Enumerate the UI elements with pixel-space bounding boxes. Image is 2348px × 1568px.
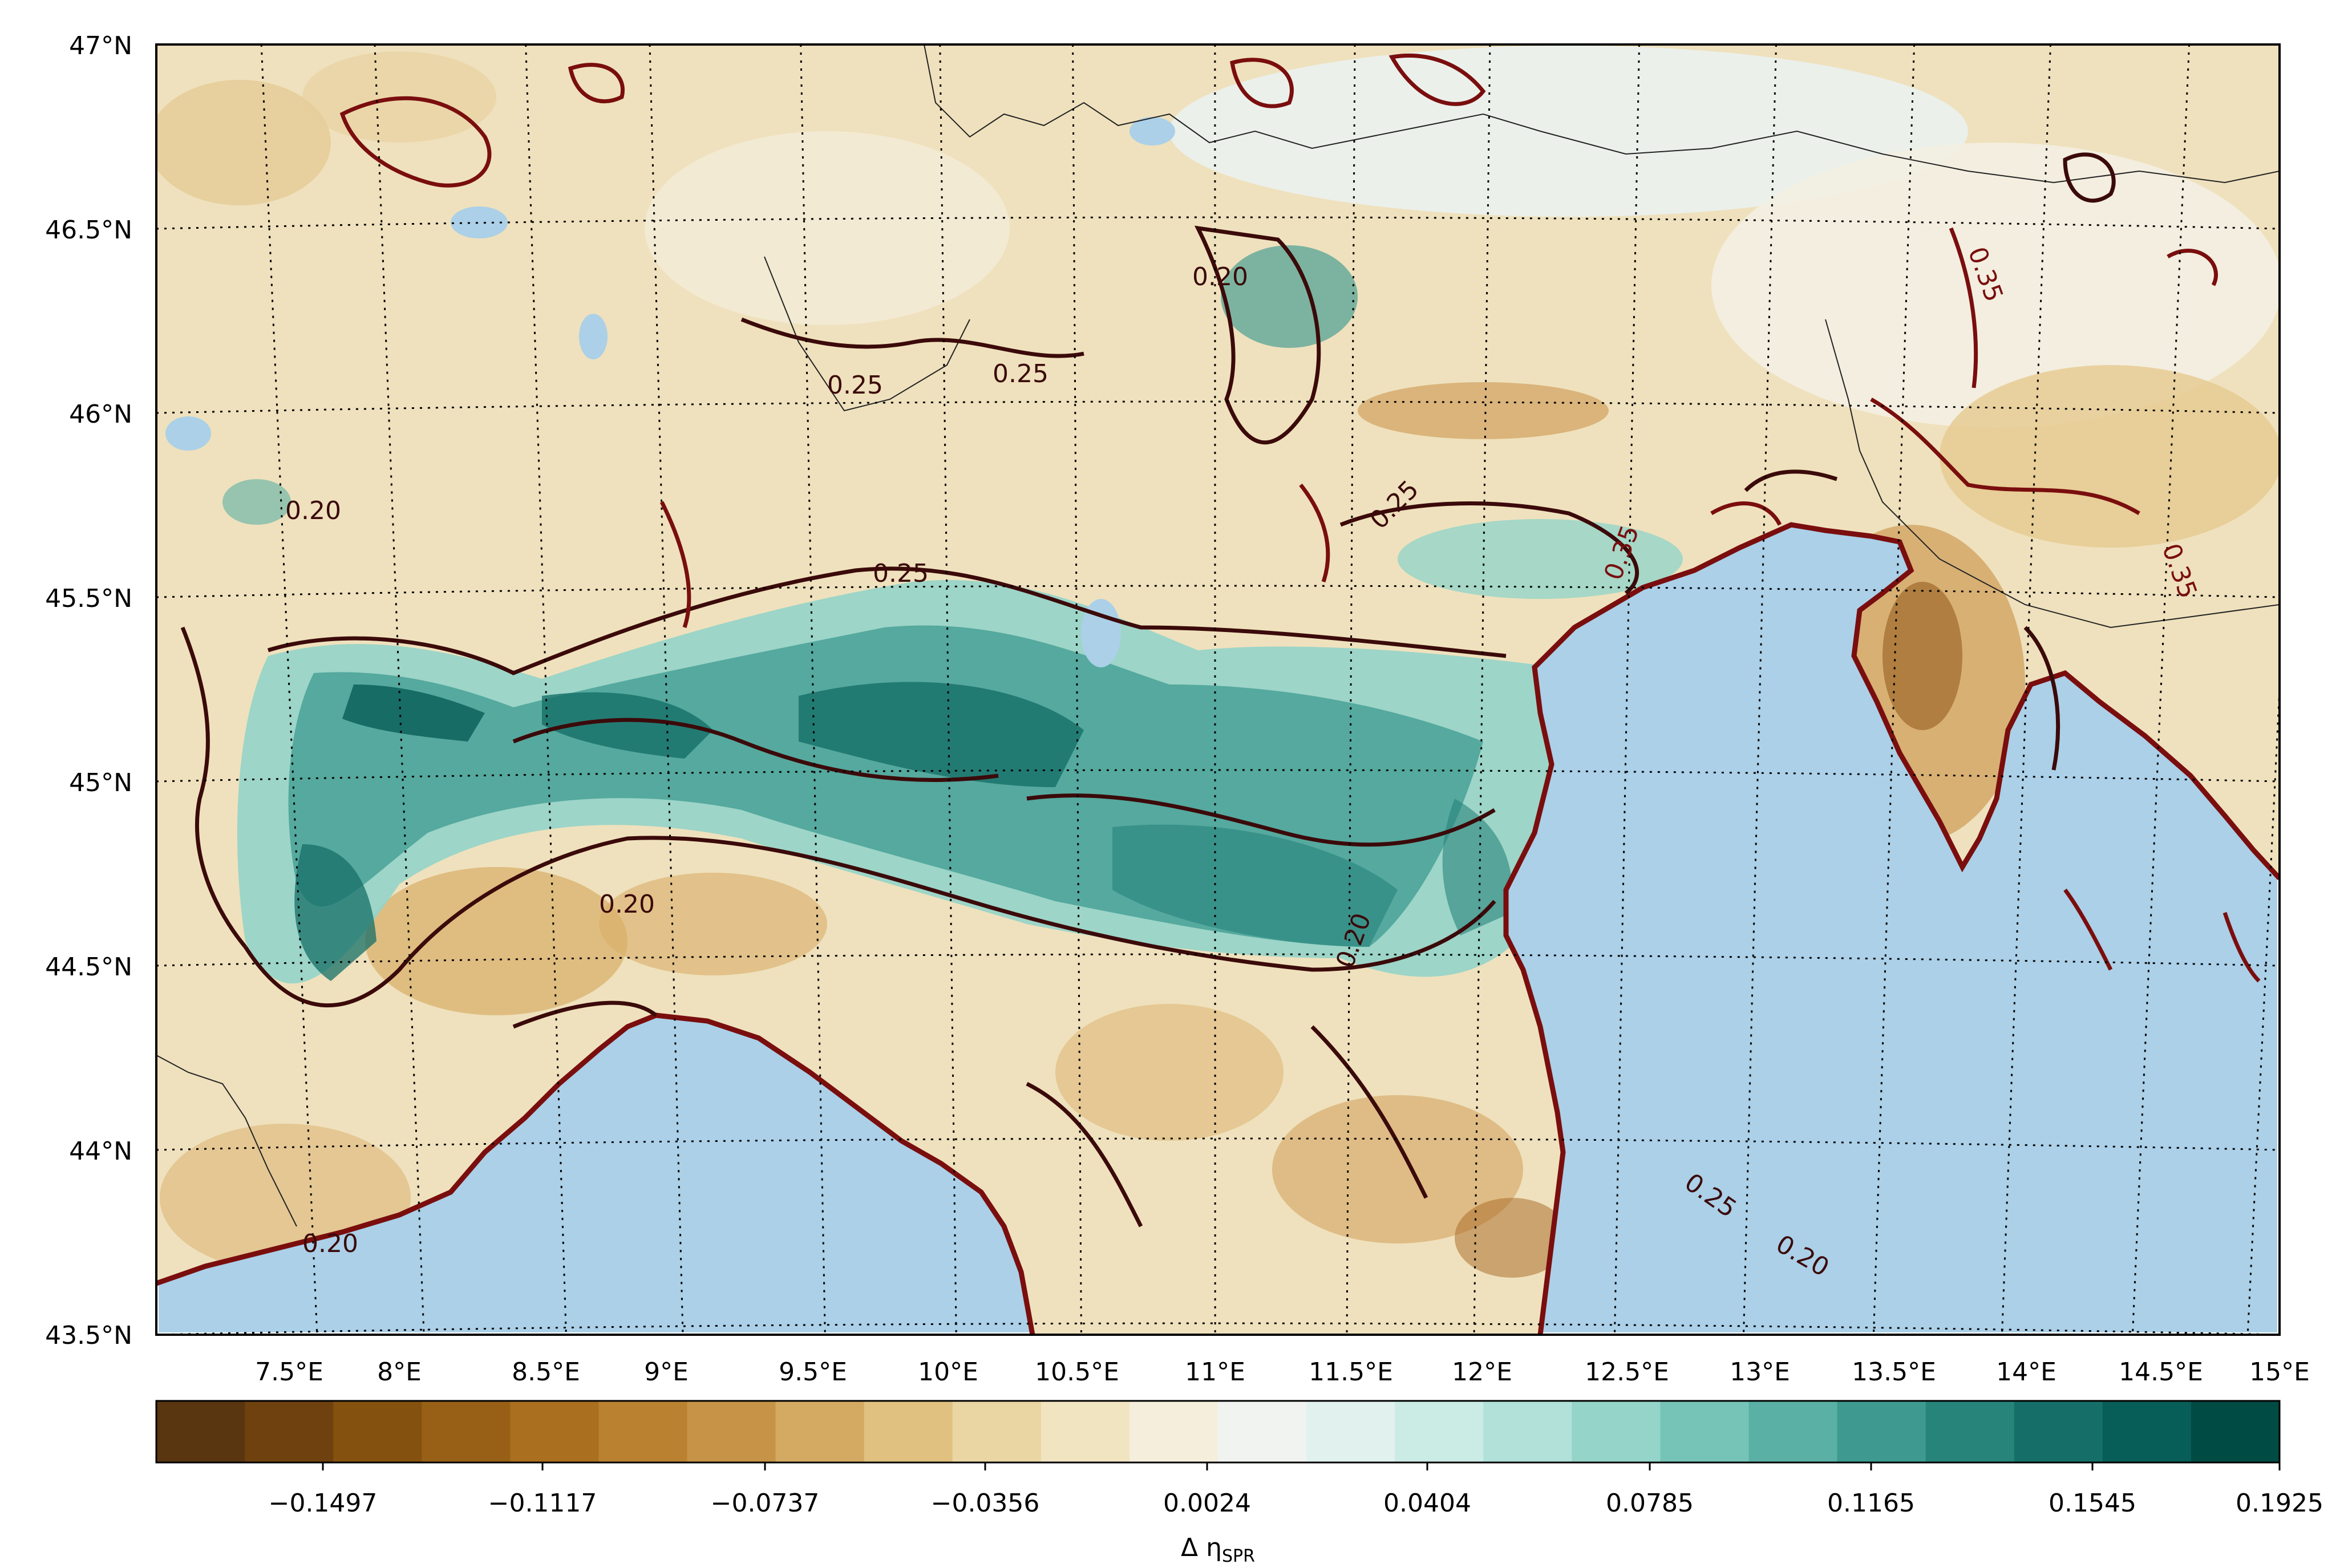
colorbar-swatch	[1218, 1401, 1307, 1462]
colorbar-swatch	[864, 1401, 953, 1462]
colorbar-swatch	[333, 1401, 422, 1462]
lat-label: 43.5°N	[45, 1321, 132, 1350]
lat-label: 45.5°N	[45, 584, 132, 613]
colorbar-frame	[155, 1400, 2281, 1464]
colorbar-swatch	[1837, 1401, 1926, 1462]
colorbar-swatch	[952, 1401, 1042, 1462]
lon-label: 10°E	[918, 1358, 978, 1387]
lat-label: 44°N	[69, 1137, 132, 1166]
colorbar-tick-label: 0.0404	[1383, 1489, 1471, 1518]
colorbar-tick-label: 0.1165	[1827, 1489, 1915, 1518]
lon-label: 9°E	[644, 1358, 689, 1387]
colorbar-swatch	[1660, 1401, 1750, 1462]
lon-label: 9.5°E	[779, 1358, 847, 1387]
colorbar-swatch	[2014, 1401, 2103, 1462]
contour-label-0.20: 0.20	[302, 1229, 358, 1258]
land-texture	[156, 46, 2280, 1329]
lon-label: 8°E	[377, 1358, 422, 1387]
lon-label: 11.5°E	[1309, 1358, 1393, 1387]
colorbar-tick-label: 0.0024	[1163, 1489, 1251, 1518]
contour-label-0.20: 0.20	[1192, 262, 1248, 291]
lat-label: 46°N	[69, 400, 132, 429]
map-frame	[155, 43, 2281, 1336]
colorbar-swatch	[1483, 1401, 1572, 1462]
lon-label: 10.5°E	[1035, 1358, 1119, 1387]
colorbar-tick-label: 0.0785	[1606, 1489, 1694, 1518]
lon-label: 11°E	[1185, 1358, 1245, 1387]
colorbar-ticks	[322, 1462, 2281, 1470]
colorbar-tick-label: 0.1925	[2236, 1489, 2323, 1518]
colorbar-label: Δ ηSPR	[1181, 1533, 1255, 1566]
latitude-labels: 47°N 46.5°N 46°N 45.5°N 45°N 44.5°N 44°N…	[45, 31, 132, 1350]
lat-label: 44.5°N	[45, 953, 132, 982]
colorbar-swatch	[1129, 1401, 1218, 1462]
colorbar-swatch	[156, 1401, 245, 1462]
colorbar-swatch	[1925, 1401, 2015, 1462]
colorbar-tick-label: −0.1497	[269, 1489, 378, 1518]
colorbar-swatch	[775, 1401, 865, 1462]
colorbar-swatch	[1572, 1401, 1661, 1462]
colorbar-tick-label: 0.1545	[2049, 1489, 2136, 1518]
lon-label: 7.5°E	[255, 1358, 323, 1387]
contour-0.25-0.35	[339, 54, 2261, 983]
lon-label: 14.5°E	[2119, 1358, 2203, 1387]
colorbar-swatch	[1748, 1401, 1838, 1462]
colorbar-swatch	[687, 1401, 776, 1462]
contour-0.20	[180, 152, 2116, 1227]
lon-label: 12.5°E	[1585, 1358, 1669, 1387]
colorbar-tick-label: −0.0356	[931, 1489, 1040, 1518]
longitude-labels: 7.5°E 8°E 8.5°E 9°E 9.5°E 10°E 10.5°E 11…	[255, 1358, 2310, 1387]
colorbar-swatch	[2102, 1401, 2192, 1462]
map-area: 0.20 0.25 0.25 0.20 0.25 0.20 0.20 0.35 …	[156, 44, 2280, 1335]
colorbar-tick-labels: −0.1497 −0.1117 −0.0737 −0.0356 0.0024 0…	[269, 1489, 2323, 1518]
colorbar-tick-label: −0.0737	[711, 1489, 820, 1518]
lat-label: 46.5°N	[45, 216, 132, 245]
contour-label-0.25: 0.25	[827, 371, 883, 400]
lon-label: 14°E	[1996, 1358, 2056, 1387]
contour-label-0.25: 0.25	[873, 559, 929, 588]
colorbar-swatch	[245, 1401, 334, 1462]
colorbar-swatch	[510, 1401, 600, 1462]
graticule-parallel	[156, 44, 2280, 46]
lon-label: 15°E	[2249, 1358, 2310, 1387]
lat-label: 45°N	[69, 768, 132, 797]
colorbar-swatches	[156, 1401, 2280, 1462]
colorbar-swatch	[422, 1401, 511, 1462]
lon-label: 13.5°E	[1852, 1358, 1936, 1387]
colorbar-swatch	[1306, 1401, 1395, 1462]
lon-label: 8.5°E	[512, 1358, 580, 1387]
contour-label-0.20: 0.20	[285, 496, 341, 525]
colorbar-swatch	[2191, 1401, 2280, 1462]
lat-label: 47°N	[69, 31, 132, 60]
contour-label-0.25: 0.25	[993, 359, 1048, 388]
contour-label-0.20: 0.20	[599, 890, 655, 919]
colorbar-tick-label: −0.1117	[488, 1489, 597, 1518]
lon-label: 13°E	[1730, 1358, 1790, 1387]
colorbar-swatch	[598, 1401, 688, 1462]
country-borders	[156, 44, 2280, 1227]
colorbar-swatch	[1395, 1401, 1484, 1462]
lon-label: 12°E	[1452, 1358, 1512, 1387]
colorbar-swatch	[1041, 1401, 1130, 1462]
colorbar: −0.1497 −0.1117 −0.0737 −0.0356 0.0024 0…	[155, 1400, 2323, 1566]
